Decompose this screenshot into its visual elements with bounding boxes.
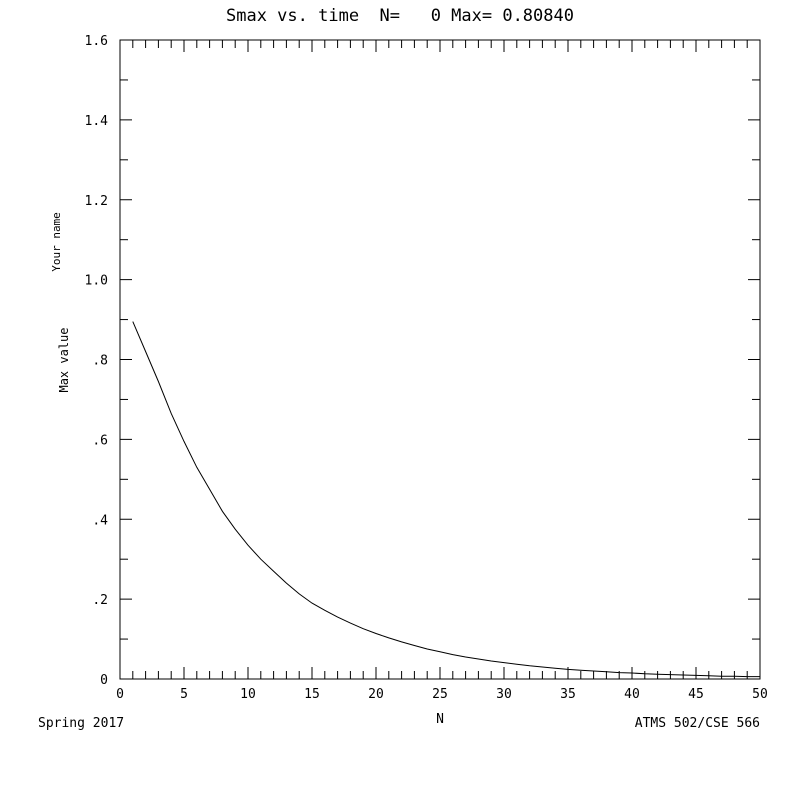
footer-right: ATMS 502/CSE 566 (635, 716, 760, 731)
x-axis-label: N (436, 712, 444, 727)
y-tick-label: 1.2 (85, 194, 108, 209)
x-tick-label: 30 (496, 687, 512, 702)
plot-frame (119, 39, 761, 680)
y-tick-label: .8 (92, 354, 108, 369)
x-tick-label: 20 (368, 687, 384, 702)
y-tick-labels: 0 .2 .4 .6 .8 1.0 1.2 1.4 1.6 (85, 34, 109, 688)
y-tick-label: .4 (92, 513, 108, 528)
x-tick-label: 15 (304, 687, 320, 702)
x-tick-label: 50 (752, 687, 768, 702)
x-tick-label: 10 (240, 687, 256, 702)
x-tick-label: 0 (116, 687, 124, 702)
y-axis-label-top: Your name (50, 212, 63, 272)
y-tick-label: 1.0 (85, 274, 108, 289)
chart-title: Smax vs. time N= 0 Max= 0.80840 (226, 6, 574, 26)
y-axis-label-bottom: Max value (57, 327, 71, 392)
x-tick-label: 25 (432, 687, 448, 702)
x-tick-labels: 0 5 10 15 20 25 30 35 40 45 50 (116, 687, 768, 702)
axis-ticks (120, 40, 760, 679)
x-tick-label: 35 (560, 687, 576, 702)
series-line (132, 321, 760, 678)
footer-left: Spring 2017 (38, 716, 124, 731)
y-tick-label: .2 (92, 593, 108, 608)
x-tick-label: 45 (688, 687, 704, 702)
y-tick-label: 1.6 (85, 34, 108, 49)
y-tick-label: 1.4 (85, 114, 109, 129)
y-tick-label: .6 (92, 433, 108, 448)
x-tick-label: 40 (624, 687, 640, 702)
y-tick-label: 0 (100, 673, 108, 688)
x-tick-label: 5 (180, 687, 188, 702)
